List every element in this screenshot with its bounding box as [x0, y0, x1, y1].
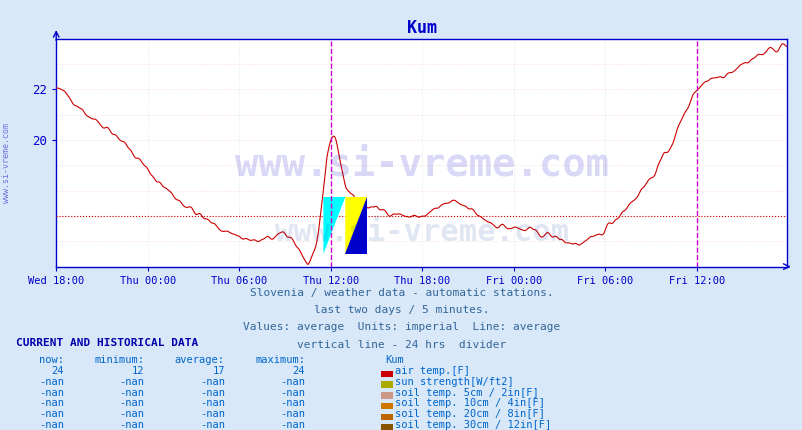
Text: 12: 12: [132, 366, 144, 376]
Text: -nan: -nan: [280, 409, 305, 419]
Text: -nan: -nan: [200, 420, 225, 430]
Text: www.si-vreme.com: www.si-vreme.com: [274, 218, 568, 247]
Text: vertical line - 24 hrs  divider: vertical line - 24 hrs divider: [297, 340, 505, 350]
Text: Kum: Kum: [385, 355, 403, 366]
Text: soil temp. 20cm / 8in[F]: soil temp. 20cm / 8in[F]: [395, 409, 545, 419]
Text: -nan: -nan: [39, 387, 64, 398]
Text: -nan: -nan: [39, 409, 64, 419]
Text: -nan: -nan: [119, 398, 144, 408]
Text: -nan: -nan: [39, 398, 64, 408]
Text: last two days / 5 minutes.: last two days / 5 minutes.: [314, 305, 488, 315]
Text: maximum:: maximum:: [255, 355, 305, 366]
Title: Kum: Kum: [406, 19, 436, 37]
Text: -nan: -nan: [280, 398, 305, 408]
Text: -nan: -nan: [280, 387, 305, 398]
Text: soil temp. 10cm / 4in[F]: soil temp. 10cm / 4in[F]: [395, 398, 545, 408]
Text: -nan: -nan: [119, 387, 144, 398]
Text: 17: 17: [212, 366, 225, 376]
Text: soil temp. 5cm / 2in[F]: soil temp. 5cm / 2in[F]: [395, 387, 538, 398]
Text: minimum:: minimum:: [95, 355, 144, 366]
Text: Values: average  Units: imperial  Line: average: Values: average Units: imperial Line: av…: [242, 322, 560, 332]
Text: average:: average:: [175, 355, 225, 366]
Text: -nan: -nan: [119, 409, 144, 419]
Text: CURRENT AND HISTORICAL DATA: CURRENT AND HISTORICAL DATA: [16, 338, 198, 348]
Text: -nan: -nan: [200, 409, 225, 419]
Text: -nan: -nan: [200, 377, 225, 387]
Text: -nan: -nan: [200, 387, 225, 398]
Text: soil temp. 30cm / 12in[F]: soil temp. 30cm / 12in[F]: [395, 420, 551, 430]
Text: -nan: -nan: [39, 377, 64, 387]
Text: -nan: -nan: [280, 377, 305, 387]
Text: -nan: -nan: [39, 420, 64, 430]
Text: 24: 24: [51, 366, 64, 376]
Text: www.si-vreme.com: www.si-vreme.com: [2, 123, 11, 203]
Text: air temp.[F]: air temp.[F]: [395, 366, 469, 376]
Text: -nan: -nan: [119, 420, 144, 430]
Text: -nan: -nan: [280, 420, 305, 430]
Text: Slovenia / weather data - automatic stations.: Slovenia / weather data - automatic stat…: [249, 288, 553, 298]
Text: now:: now:: [39, 355, 64, 366]
Text: -nan: -nan: [200, 398, 225, 408]
Text: sun strength[W/ft2]: sun strength[W/ft2]: [395, 377, 513, 387]
Text: 24: 24: [292, 366, 305, 376]
Text: www.si-vreme.com: www.si-vreme.com: [234, 145, 608, 183]
Text: -nan: -nan: [119, 377, 144, 387]
